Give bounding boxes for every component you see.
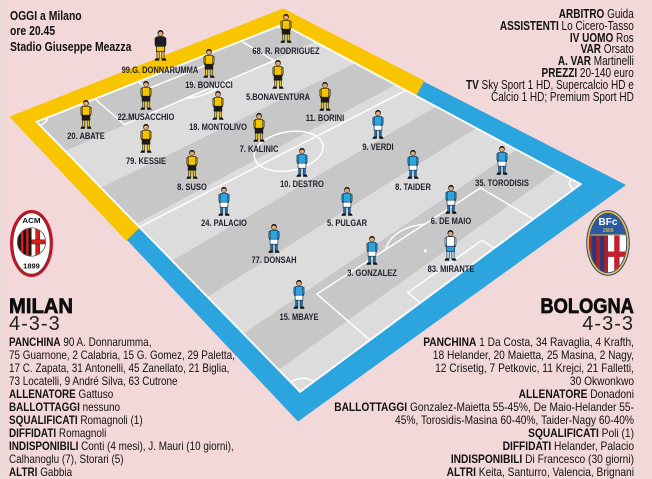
svg-text:1899: 1899 [23, 262, 40, 271]
svg-text:BFc: BFc [599, 217, 618, 228]
svg-text:1909: 1909 [602, 228, 613, 234]
svg-text:ACM: ACM [22, 216, 40, 225]
